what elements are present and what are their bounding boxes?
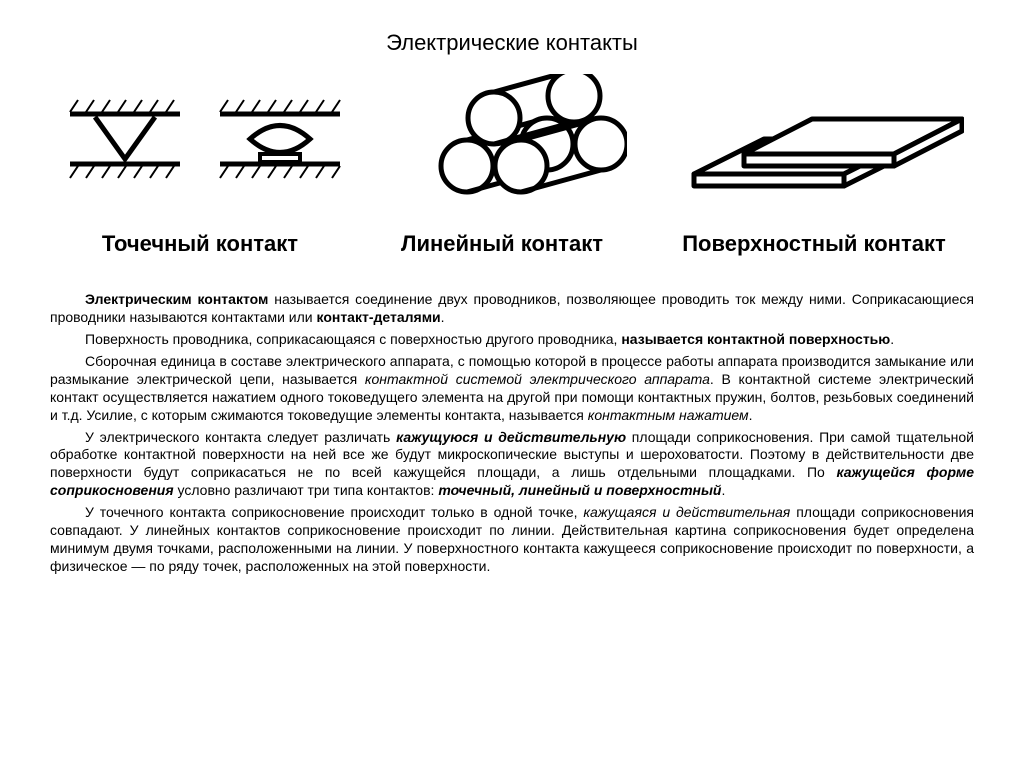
caption-point: Точечный контакт bbox=[60, 226, 340, 261]
figure-surface-contact bbox=[684, 104, 964, 204]
paragraph-1: Электрическим контактом называется соеди… bbox=[50, 291, 974, 327]
paragraph-2: Поверхность проводника, соприкасающаяся … bbox=[50, 331, 974, 349]
figure-linear-contact bbox=[407, 74, 627, 204]
paragraph-3: Сборочная единица в составе электрическо… bbox=[50, 353, 974, 425]
term-electrical-contact: Электрическим контактом bbox=[85, 291, 268, 307]
term-contact-surface: называется контактной поверхностью bbox=[621, 331, 890, 347]
term-apparent-actual: кажущуюся и действительную bbox=[396, 429, 626, 445]
figures-row bbox=[50, 74, 974, 214]
page-title: Электрические контакты bbox=[50, 30, 974, 56]
term-contact-system: контактной системой электрического аппар… bbox=[365, 371, 710, 387]
linear-contact-icon bbox=[407, 74, 627, 204]
figure-point-contact bbox=[60, 94, 350, 204]
term-three-types: точечный, линейный и поверхностный bbox=[438, 482, 721, 498]
point-contact-icon bbox=[60, 94, 350, 204]
surface-contact-icon bbox=[684, 104, 964, 204]
caption-surface: Поверхностный контакт bbox=[664, 226, 964, 261]
paragraph-5: У точечного контакта соприкосновение про… bbox=[50, 504, 974, 576]
captions-row: Точечный контакт Линейный контакт Поверх… bbox=[50, 226, 974, 261]
caption-linear: Линейный контакт bbox=[362, 226, 642, 261]
document-page: Электрические контакты bbox=[0, 0, 1024, 768]
body-text: Электрическим контактом называется соеди… bbox=[50, 291, 974, 576]
term-contact-parts: контакт-деталями bbox=[317, 309, 441, 325]
paragraph-4: У электрического контакта следует различ… bbox=[50, 429, 974, 501]
term-apparent-actual-2: кажущаяся и действительная bbox=[583, 504, 790, 520]
term-contact-pressure: контактным нажатием bbox=[588, 407, 749, 423]
